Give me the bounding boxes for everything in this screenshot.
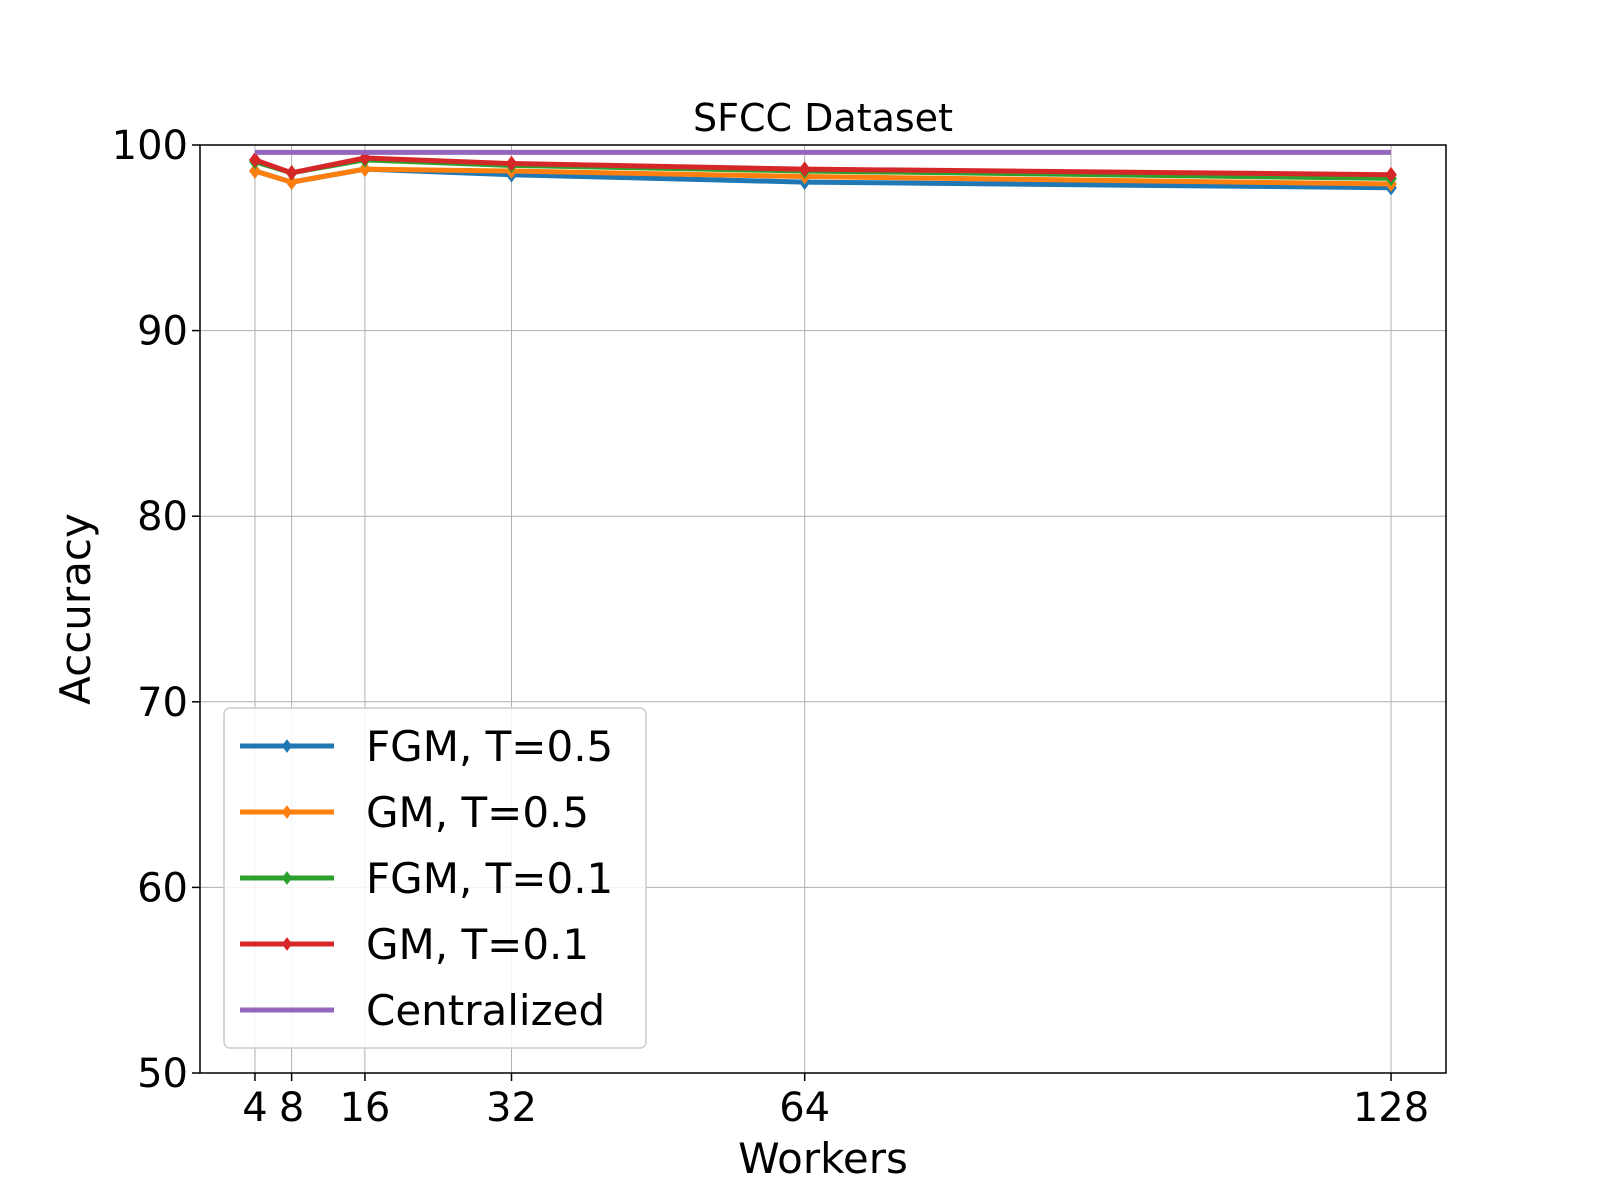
legend-item: FGM, T=0.1: [240, 854, 613, 903]
y-axis-title: Accuracy: [51, 513, 100, 705]
x-tick-label: 16: [339, 1085, 390, 1131]
y-tick-label: 90: [137, 309, 188, 355]
data-point: [249, 152, 261, 168]
legend-marker: [281, 739, 293, 753]
legend-item: GM, T=0.5: [240, 788, 589, 837]
legend-marker: [281, 937, 293, 951]
legend-label: FGM, T=0.5: [366, 722, 613, 771]
legend-marker: [281, 871, 293, 885]
data-point: [1385, 166, 1397, 183]
y-tick-label: 50: [137, 1051, 188, 1097]
legend-box: [223, 707, 647, 1049]
series-line: [254, 166, 1392, 187]
legend-label: FGM, T=0.1: [366, 854, 613, 903]
legend-item: FGM, T=0.5: [240, 722, 613, 771]
y-tick-label: 80: [137, 494, 188, 540]
x-tick-label: 128: [1353, 1085, 1429, 1131]
legend-label: GM, T=0.5: [366, 788, 589, 837]
data-point: [285, 165, 298, 181]
legend-label: Centralized: [366, 986, 605, 1035]
legend-item: Centralized: [240, 986, 605, 1035]
series-line: [254, 155, 1392, 178]
y-tick-label: 70: [137, 680, 188, 726]
y-tick-label: 60: [137, 865, 188, 911]
chart-title: SFCC Dataset: [693, 96, 953, 140]
y-tick-label: 100: [112, 123, 188, 169]
x-axis-title: Workers: [738, 1134, 908, 1183]
series-layer: [249, 149, 1397, 196]
legend: FGM, T=0.5 GM, T=0.5 FGM, T=0.1 GM, T=0.1 Ce…: [223, 707, 647, 1049]
x-tick-label: 8: [279, 1085, 304, 1131]
x-tick-label: 4: [242, 1085, 267, 1131]
data-point: [359, 161, 371, 177]
data-point: [505, 155, 518, 172]
x-tick-label: 32: [486, 1085, 537, 1131]
data-point: [798, 161, 811, 177]
legend-label: GM, T=0.1: [366, 920, 589, 969]
x-tick-label: 64: [779, 1085, 830, 1131]
plot-frame: [199, 144, 1447, 1074]
legend-marker: [281, 805, 293, 819]
data-point: [249, 163, 261, 179]
data-point: [285, 174, 298, 190]
legend-item: GM, T=0.1: [240, 920, 589, 969]
series-3: [249, 150, 1397, 183]
ticks: 4 8 16 32 64 128 50 60 70 80 90 100: [112, 123, 1430, 1131]
